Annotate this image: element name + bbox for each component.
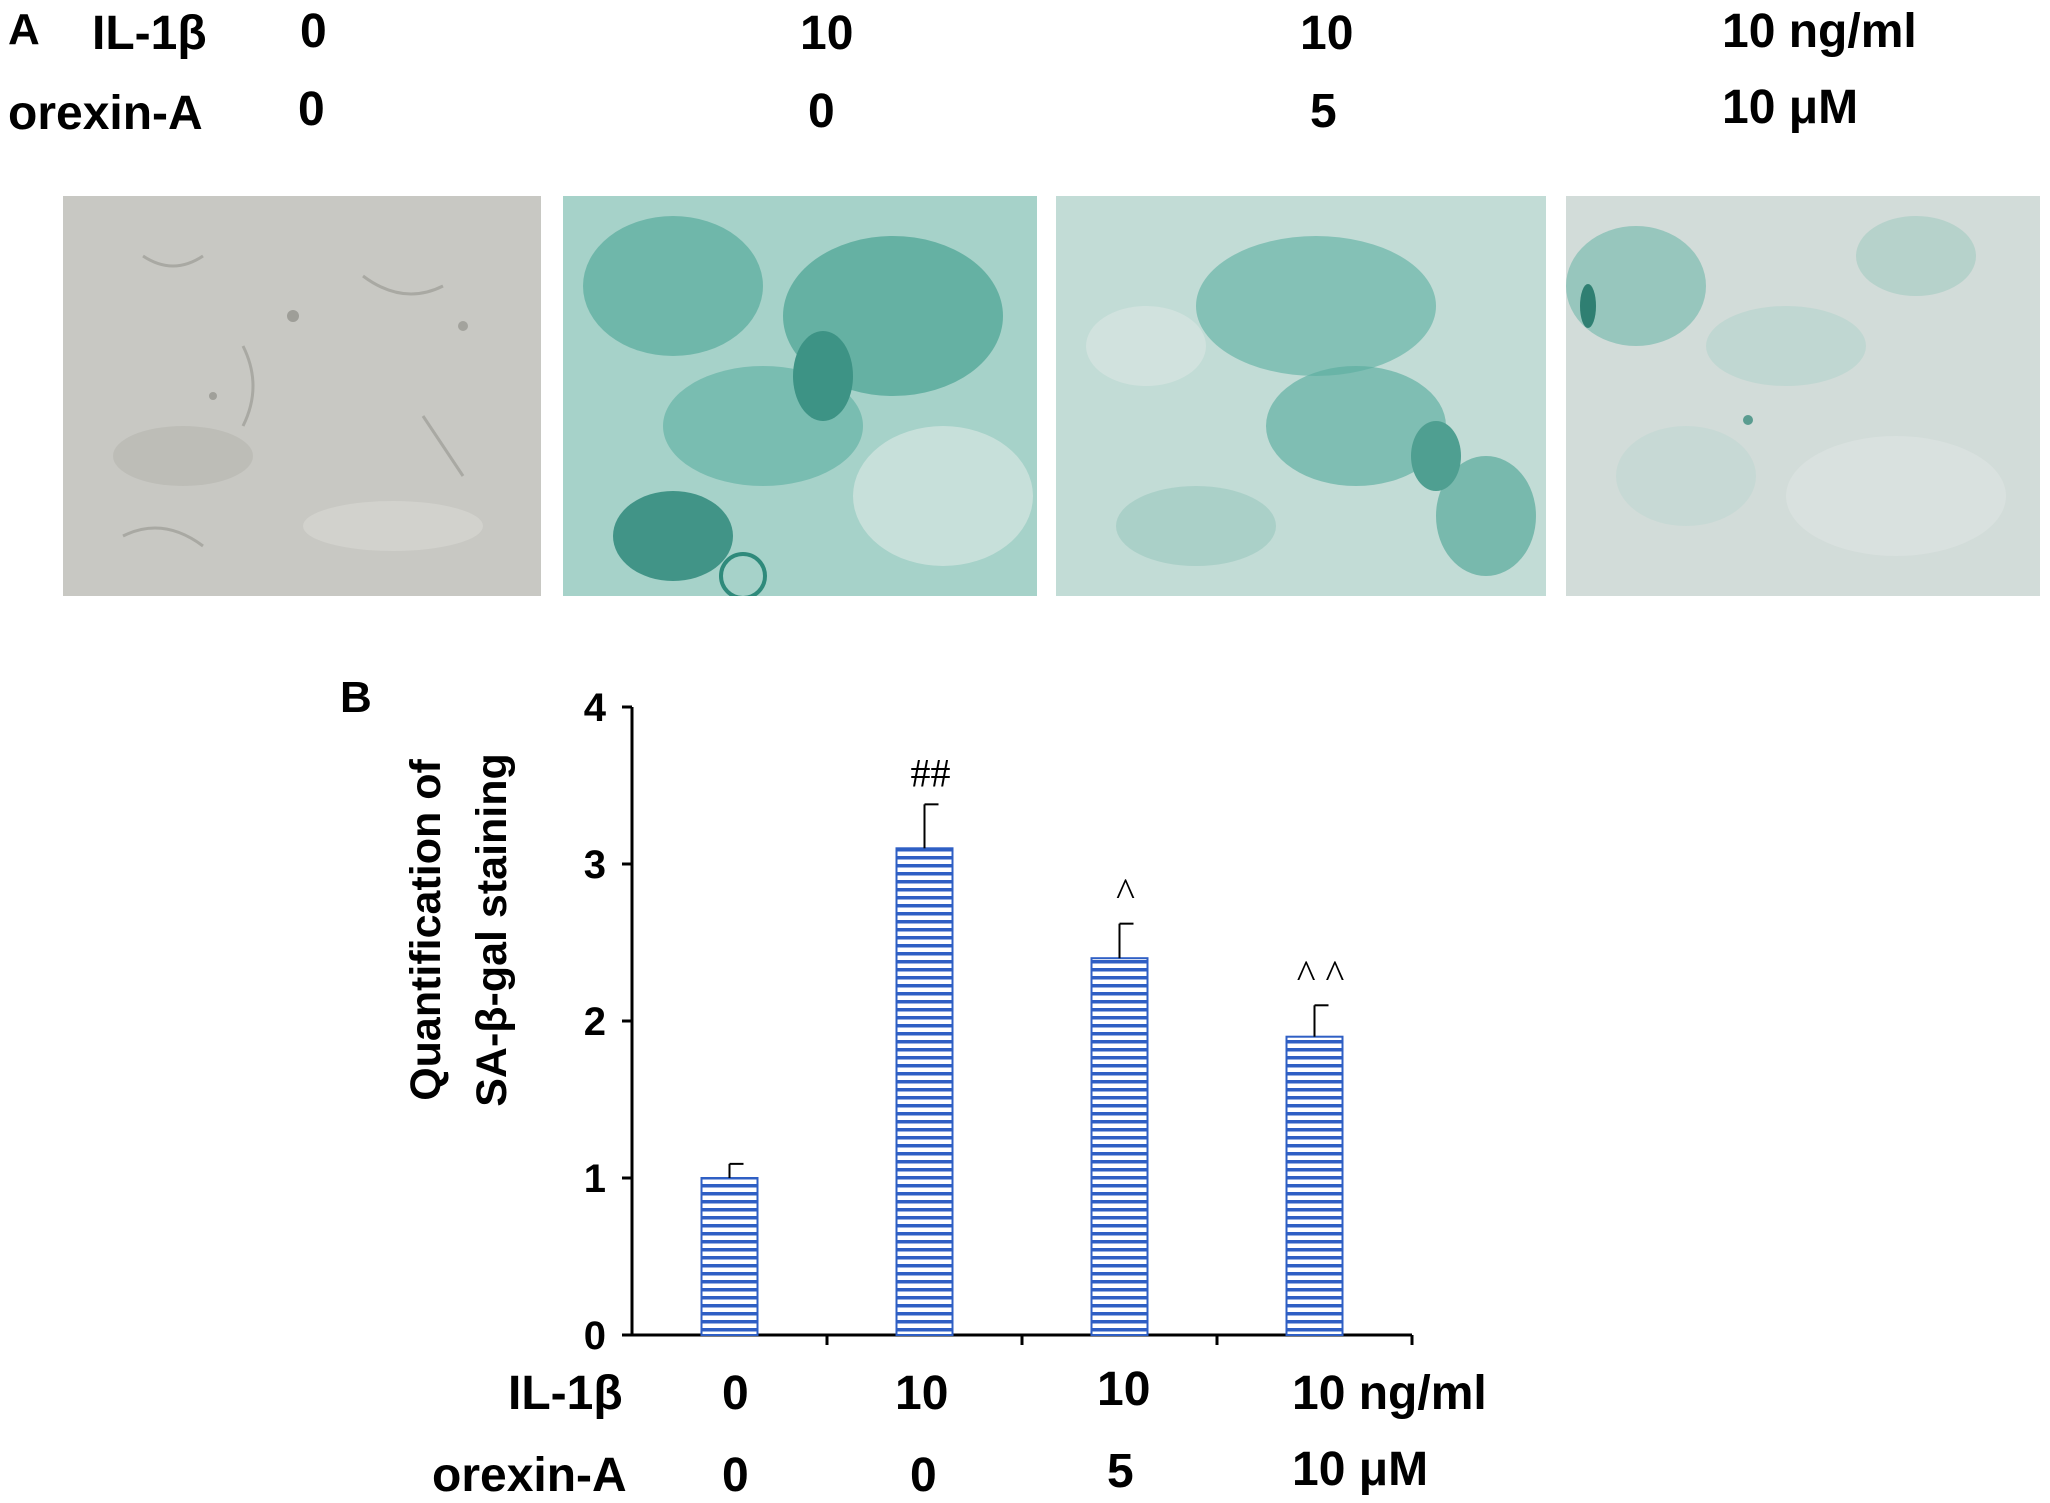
y-tick-label-1: 1 (584, 1157, 606, 1201)
panel-a-il1b-label: IL-1β (92, 7, 207, 60)
micrograph-il1b (563, 196, 1037, 596)
y-axis-label-line-2: SA-β-gal staining (468, 753, 516, 1107)
panel-a-orexin-value-2: 0 (808, 85, 835, 138)
panel-b-letter: B (340, 673, 372, 722)
panel-a-orexin-value-3: 5 (1310, 85, 1337, 138)
panel-b-orexin-value-4: 10 μM (1292, 1443, 1429, 1496)
panel-b-il1b-label: IL-1β (508, 1367, 623, 1420)
bar-1 (700, 1177, 759, 1336)
y-tick-label-4: 4 (584, 686, 607, 730)
panel-b-il1b-value-2: 10 (895, 1367, 949, 1420)
y-axis-label-line-1: Quantification of (402, 759, 450, 1101)
panel-a-il1b-value-2: 10 (800, 7, 854, 60)
significance-mark-3: ^ (1116, 870, 1135, 915)
y-axis-label: Quantification of SA-β-gal staining (402, 753, 516, 1107)
panel-a-orexin-value-1: 0 (298, 83, 325, 136)
y-tick-label-0: 0 (584, 1314, 606, 1358)
micrograph-control (63, 196, 541, 596)
panel-a-orexin-label: orexin-A (8, 87, 203, 140)
panel-b-orexin-value-2: 0 (910, 1449, 937, 1502)
micrograph-il1b-orexin-10 (1566, 196, 2040, 596)
bar-3 (1090, 957, 1149, 1336)
panel-b-il1b-value-4: 10 ng/ml (1292, 1367, 1487, 1420)
bar-2 (895, 847, 954, 1336)
bar-4 (1285, 1035, 1344, 1336)
panel-b-il1b-value-3: 10 (1097, 1363, 1151, 1416)
panel-b-orexin-label: orexin-A (432, 1449, 627, 1502)
panel-b-orexin-value-1: 0 (722, 1449, 749, 1502)
panel-a-orexin-value-4: 10 μM (1722, 81, 1859, 134)
y-tick-label-3: 3 (584, 843, 606, 887)
significance-mark-4: ^ ^ (1297, 951, 1345, 996)
panel-a-il1b-value-4: 10 ng/ml (1722, 5, 1917, 58)
panel-a-il1b-value-1: 0 (300, 5, 327, 58)
micrograph-il1b-orexin-5 (1056, 196, 1546, 596)
panel-a-letter: A (8, 5, 40, 54)
panel-a-il1b-value-3: 10 (1300, 7, 1354, 60)
y-tick-label-2: 2 (584, 1000, 606, 1044)
panel-b-il1b-value-1: 0 (722, 1367, 749, 1420)
significance-mark-2: ## (911, 750, 951, 795)
panel-b-orexin-value-3: 5 (1107, 1445, 1134, 1498)
